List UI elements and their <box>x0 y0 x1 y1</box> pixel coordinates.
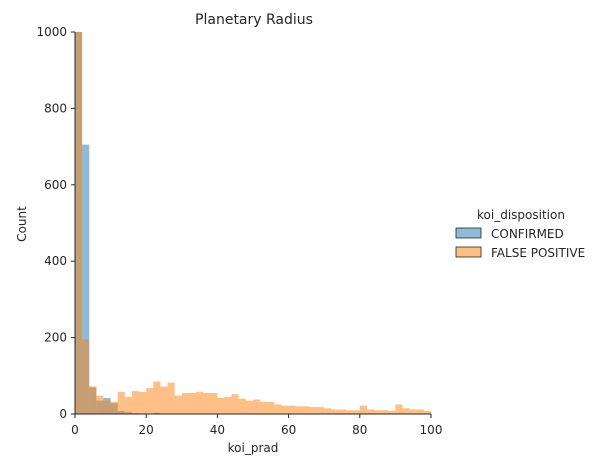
false-positive-bar <box>381 410 389 414</box>
false-positive-bar <box>160 386 168 414</box>
false-positive-bar <box>131 391 140 414</box>
false-positive-bar <box>181 392 189 414</box>
confirmed-bar <box>82 144 90 414</box>
legend-title: koi_disposition <box>477 208 565 222</box>
false-positive-bar <box>345 410 353 414</box>
false-positive-bar <box>110 401 118 414</box>
false-positive-bar <box>260 401 268 414</box>
x-tick-label: 20 <box>139 423 154 437</box>
y-axis-label: Count <box>15 206 29 242</box>
false-positive-bar <box>324 408 332 414</box>
false-positive-bar <box>253 399 261 414</box>
false-positive-bar <box>146 388 154 414</box>
false-positive-bar <box>188 392 197 414</box>
x-tick-label: 60 <box>281 423 296 437</box>
false-positive-bar <box>153 381 161 414</box>
false-positive-bar <box>82 339 90 414</box>
false-positive-bars <box>75 32 431 414</box>
chart-title: Planetary Radius <box>195 12 313 28</box>
y-tick-label: 400 <box>44 254 67 268</box>
false-positive-bar <box>117 391 125 414</box>
false-positive-bar <box>210 392 218 414</box>
legend-swatch-confirmed <box>455 227 482 239</box>
false-positive-bar <box>196 391 204 414</box>
false-positive-bar <box>167 382 175 414</box>
false-positive-bar <box>338 409 346 414</box>
legend: koi_disposition CONFIRMED FALSE POSITIVE <box>455 208 585 260</box>
legend-label-confirmed: CONFIRMED <box>491 227 564 241</box>
false-positive-bar <box>317 407 325 414</box>
false-positive-bar <box>203 392 211 414</box>
false-positive-bar <box>423 410 431 414</box>
y-tick-label: 1000 <box>36 25 67 39</box>
y-tick-label: 800 <box>44 101 67 115</box>
false-positive-bar <box>416 409 424 414</box>
false-positive-bar <box>103 400 111 414</box>
y-tick-label: 0 <box>59 407 67 421</box>
false-positive-bar <box>374 410 382 414</box>
false-positive-bar <box>409 409 417 414</box>
false-positive-bar <box>96 395 104 414</box>
x-tick-label: 100 <box>420 423 443 437</box>
false-positive-bar <box>267 401 275 414</box>
x-axis-label: koi_prad <box>228 441 279 455</box>
false-positive-bar <box>224 396 232 414</box>
legend-label-false-positive: FALSE POSITIVE <box>491 246 585 260</box>
false-positive-bar <box>302 406 310 414</box>
false-positive-bar <box>359 405 367 414</box>
false-positive-bar <box>217 397 225 414</box>
y-tick-label: 600 <box>44 178 67 192</box>
false-positive-bar <box>124 396 132 414</box>
y-ticks: 0 200 400 600 800 1000 <box>36 25 75 421</box>
false-positive-bar <box>75 32 83 414</box>
false-positive-bar <box>245 400 253 414</box>
false-positive-bar <box>388 410 396 414</box>
false-positive-bar <box>231 394 239 414</box>
false-positive-bar <box>139 391 147 414</box>
false-positive-bar <box>395 404 403 414</box>
false-positive-bar <box>281 405 289 414</box>
y-tick-label: 200 <box>44 331 67 345</box>
false-positive-bar <box>174 395 182 414</box>
false-positive-bar <box>309 407 318 414</box>
false-positive-bar <box>238 398 246 414</box>
legend-swatch-false-positive <box>455 246 482 258</box>
false-positive-bar <box>402 408 410 414</box>
x-tick-label: 80 <box>352 423 367 437</box>
x-ticks: 0 20 40 60 80 100 <box>71 414 442 437</box>
false-positive-bar <box>366 409 375 414</box>
false-positive-bar <box>295 406 303 414</box>
false-positive-bar <box>274 404 282 414</box>
false-positive-bar <box>288 405 296 414</box>
false-positive-bar <box>331 409 339 414</box>
false-positive-bar <box>352 410 360 414</box>
false-positive-bar <box>89 386 97 414</box>
x-tick-label: 0 <box>71 423 79 437</box>
x-tick-label: 40 <box>210 423 225 437</box>
